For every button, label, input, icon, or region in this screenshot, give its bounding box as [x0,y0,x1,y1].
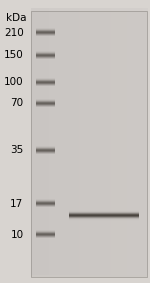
FancyBboxPatch shape [31,11,147,277]
Text: 70: 70 [10,98,24,108]
Text: 100: 100 [4,77,24,87]
Text: 17: 17 [10,199,24,209]
Text: 210: 210 [4,27,24,38]
Text: 10: 10 [10,230,24,240]
Text: 35: 35 [10,145,24,155]
Text: kDa: kDa [6,13,27,23]
Text: 150: 150 [4,50,24,60]
